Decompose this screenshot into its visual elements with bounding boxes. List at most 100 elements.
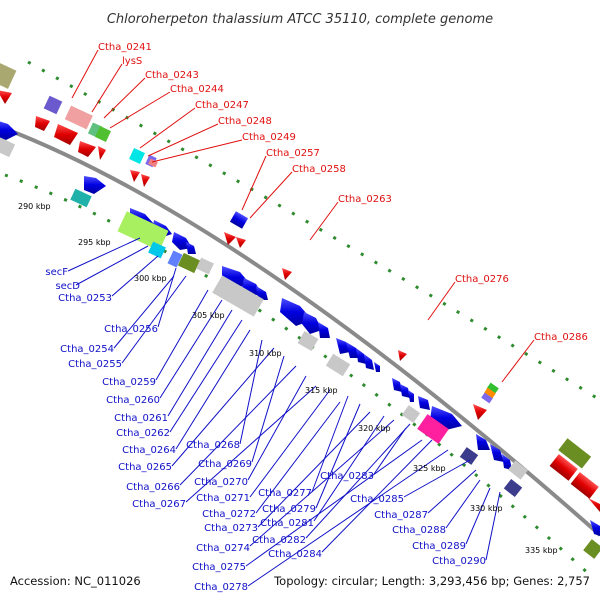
- gene-block: [481, 392, 493, 404]
- gene-block: [486, 382, 499, 395]
- label-secf: secF: [45, 267, 68, 278]
- label-ctha-0259: Ctha_0259: [102, 377, 156, 388]
- gene-block: [148, 241, 166, 259]
- label-lyss: lysS: [122, 56, 142, 67]
- gene-arrow: [35, 116, 50, 131]
- gene-arrow: [256, 286, 268, 300]
- label-ctha-0269: Ctha_0269: [198, 459, 252, 470]
- gene-arrow: [302, 312, 322, 334]
- label-ctha-0264: Ctha_0264: [122, 445, 176, 456]
- gene-block: [95, 126, 111, 142]
- gene-block: [196, 257, 214, 275]
- forward-leader-lines: [71, 49, 535, 383]
- tick-300-kbp: 300 kbp: [134, 274, 167, 283]
- tick-310-kbp: 310 kbp: [249, 349, 282, 358]
- gene-block: [325, 353, 351, 377]
- label-ctha-0274: Ctha_0274: [196, 543, 250, 554]
- label-ctha-0268: Ctha_0268: [186, 440, 240, 451]
- label-ctha-0276: Ctha_0276: [455, 274, 509, 285]
- label-ctha-0281: Ctha_0281: [260, 518, 314, 529]
- gene-arrow: [418, 396, 430, 410]
- gene-block: [297, 330, 319, 352]
- gene-block: [177, 252, 201, 274]
- label-ctha-0275: Ctha_0275: [192, 562, 246, 573]
- gene-block: [558, 438, 592, 469]
- label-ctha-0266: Ctha_0266: [126, 482, 180, 493]
- label-ctha-0258: Ctha_0258: [292, 164, 346, 175]
- label-ctha-0273: Ctha_0273: [204, 523, 258, 534]
- tick-305-kbp: 305 kbp: [192, 311, 225, 320]
- gene-arrow: [98, 146, 106, 160]
- gene-block: [401, 405, 421, 423]
- gene-arrow: [356, 348, 366, 364]
- gene-arrow: [54, 124, 78, 145]
- gene-arrow: [364, 354, 374, 370]
- gene-arrow: [141, 174, 150, 187]
- gene-arrow: [282, 268, 292, 280]
- label-ctha-0241: Ctha_0241: [98, 42, 152, 53]
- gene-arrow: [490, 444, 504, 462]
- gene-block: [503, 478, 523, 498]
- map-title: Chloroherpeton thalassium ATCC 35110, co…: [107, 12, 493, 27]
- label-ctha-0254: Ctha_0254: [60, 344, 114, 355]
- label-ctha-0271: Ctha_0271: [196, 493, 250, 504]
- tick-295-kbp: 295 kbp: [78, 238, 111, 247]
- tick-labels: 290 kbp 295 kbp 300 kbp 305 kbp 310 kbp 315 k…: [18, 202, 558, 555]
- tick-315-kbp: 315 kbp: [305, 386, 338, 395]
- gene-arrow: [130, 170, 140, 182]
- label-ctha-0282: Ctha_0282: [252, 535, 306, 546]
- forward-strand-genes: [0, 63, 600, 512]
- gene-block: [549, 454, 578, 481]
- gene-arrow: [374, 362, 380, 372]
- inner-dotted-ring: [4, 173, 592, 577]
- gene-arrow: [502, 454, 512, 470]
- gene-block: [583, 539, 600, 559]
- gene-arrow: [346, 342, 360, 358]
- gene-block: [64, 105, 93, 130]
- genome-backbone: [0, 124, 600, 537]
- gene-arrow: [408, 390, 414, 402]
- label-ctha-0288: Ctha_0288: [392, 525, 446, 536]
- gene-block: [484, 387, 496, 399]
- gene-arrow: [318, 322, 330, 338]
- gene-arrow: [392, 378, 402, 392]
- gene-block: [229, 211, 249, 229]
- gene-block: [417, 414, 449, 444]
- gene-block: [129, 148, 145, 164]
- tick-330-kbp: 330 kbp: [470, 504, 503, 513]
- gene-block: [148, 158, 158, 168]
- label-ctha-0279: Ctha_0279: [262, 504, 316, 515]
- gene-arrow: [0, 90, 12, 104]
- label-ctha-0247: Ctha_0247: [195, 100, 249, 111]
- label-ctha-0270: Ctha_0270: [194, 477, 248, 488]
- gene-block: [117, 211, 169, 251]
- label-ctha-0265: Ctha_0265: [118, 462, 172, 473]
- reverse-strand-genes: [0, 121, 600, 559]
- tick-335-kbp: 335 kbp: [525, 546, 558, 555]
- label-ctha-0285: Ctha_0285: [350, 494, 404, 505]
- tick-290-kbp: 290 kbp: [18, 202, 51, 211]
- gene-block: [570, 472, 599, 499]
- label-ctha-0267: Ctha_0267: [132, 499, 186, 510]
- label-ctha-0287: Ctha_0287: [374, 510, 428, 521]
- tick-320-kbp: 320 kbp: [358, 424, 391, 433]
- label-ctha-0263: Ctha_0263: [338, 194, 392, 205]
- gene-block: [70, 188, 92, 208]
- label-ctha-0244: Ctha_0244: [170, 84, 224, 95]
- label-ctha-0277: Ctha_0277: [258, 488, 312, 499]
- gene-block: [212, 275, 264, 317]
- gene-arrow: [473, 404, 487, 420]
- label-ctha-0253: Ctha_0253: [58, 293, 112, 304]
- gene-arrow: [398, 350, 407, 361]
- gene-block: [43, 95, 63, 115]
- gene-arrow: [236, 237, 246, 248]
- reverse-leader-lines: [67, 237, 501, 587]
- label-ctha-0272: Ctha_0272: [202, 509, 256, 520]
- gene-block: [508, 460, 528, 480]
- gene-block: [459, 447, 479, 465]
- genome-summary-text: Topology: circular; Length: 3,293,456 bp…: [273, 574, 590, 588]
- gene-arrow: [84, 176, 106, 194]
- gene-arrow: [78, 141, 96, 157]
